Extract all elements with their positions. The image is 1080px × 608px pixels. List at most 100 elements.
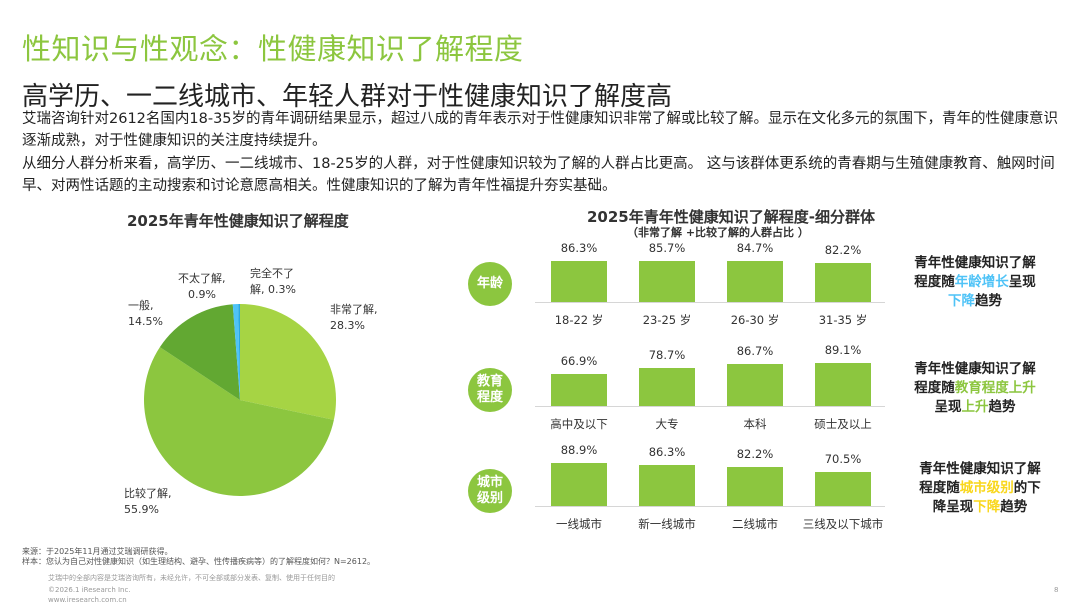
bar-category-label-age-1: 23-25 岁 — [642, 313, 692, 327]
bar-group-city: 88.9% 一线城市 86.3% 新一线城市 82.2% 二线城市 70.5% 三线及以下城市 — [535, 443, 885, 536]
pie-label-little: 不太了解, 0.9% — [178, 271, 226, 303]
bar-chart-title: 2025年青年性健康知识了解程度-细分群体 — [587, 208, 875, 226]
bar-city-2 — [727, 467, 783, 506]
pie-label-fairly-name: 比较了解, — [124, 487, 172, 500]
bar-category-label-education-2: 本科 — [743, 417, 767, 431]
bar-category-label-education-3: 硕士及以上 — [814, 417, 872, 431]
note-age-line-3: 下降趋势 — [900, 292, 1050, 311]
bar-value-label-age-2: 84.7% — [736, 241, 774, 255]
note-age: 青年性健康知识了解 程度随年龄增长呈现 下降趋势 — [900, 254, 1050, 311]
note-city-highlight: 城市级别 — [959, 480, 1014, 496]
bar-value-label-city-0: 88.9% — [560, 443, 598, 457]
note-education-text-c: 趋势 — [988, 399, 1016, 415]
pie-label-very: 非常了解, 28.3% — [330, 302, 378, 334]
bar-value-label-age-3: 82.2% — [824, 243, 862, 257]
bar-group-education: 66.9% 高中及以下 78.7% 大专 86.7% 本科 89.1% 硕士及以上 — [535, 343, 885, 436]
note-education-text-a: 程度随 — [914, 380, 955, 396]
pie-label-little-name: 不太了解, — [178, 272, 226, 285]
bar-age-3 — [815, 263, 871, 302]
bar-category-label-education-1: 大专 — [655, 417, 679, 431]
group-badge-education: 教育 程度 — [468, 368, 512, 412]
note-education: 青年性健康知识了解 程度随教育程度上升 呈现上升趋势 — [900, 360, 1050, 417]
note-age-text-a: 程度随 — [914, 274, 955, 290]
pie-label-little-value: 0.9% — [188, 288, 216, 301]
bar-chart-subtitle: （非常了解 +比较了解的人群占比 ） — [627, 226, 809, 239]
pie-chart — [144, 304, 336, 496]
note-city-text-b: 的下 — [1013, 480, 1041, 496]
bar-axis-age — [535, 302, 885, 303]
page-number: 8 — [1054, 586, 1059, 594]
bar-education-2 — [727, 364, 783, 406]
bar-value-label-education-2: 86.7% — [736, 344, 774, 358]
pie-label-none-value: 解, 0.3% — [250, 283, 296, 296]
bar-value-label-age-1: 85.7% — [648, 241, 686, 255]
pie-chart-title: 2025年青年性健康知识了解程度 — [127, 212, 349, 230]
bar-age-1 — [639, 261, 695, 302]
bar-category-label-age-3: 31-35 岁 — [818, 313, 868, 327]
footer-source: 来源：于2025年11月通过艾瑞调研获得。 — [22, 547, 173, 556]
pie-label-fairly-value: 55.9% — [124, 503, 159, 516]
group-badge-education-label: 教育 程度 — [477, 374, 503, 406]
bar-category-label-city-0: 一线城市 — [556, 517, 602, 531]
bar-city-3 — [815, 472, 871, 506]
group-badge-city-line-2: 级别 — [476, 491, 503, 506]
footer-website[interactable]: www.iresearch.com.cn — [48, 596, 127, 604]
bar-category-label-city-2: 二线城市 — [732, 517, 778, 531]
bar-value-label-city-3: 70.5% — [824, 452, 862, 466]
pie-label-none: 完全不了 解, 0.3% — [250, 266, 296, 298]
note-city-line-2: 程度随城市级别的下 — [905, 479, 1055, 498]
bar-category-label-city-1: 新一线城市 — [638, 517, 696, 531]
bar-value-label-education-0: 66.9% — [560, 354, 598, 368]
note-age-highlight-2: 下降 — [948, 293, 975, 309]
note-education-highlight: 教育程度上升 — [954, 380, 1036, 396]
group-badge-education-line-1: 教育 — [476, 374, 503, 389]
footer-sample: 样本：您认为自己对性健康知识（如生理结构、避孕、性传播疾病等）的了解程度如何？N… — [22, 557, 376, 566]
group-badge-age-label: 年龄 — [476, 276, 503, 291]
bar-axis-city — [535, 506, 885, 507]
bar-education-0 — [551, 374, 607, 406]
bar-education-3 — [815, 363, 871, 406]
summary-paragraph-2: 从细分人群分析来看，高学历、一二线城市、18-25岁的人群，对于性健康知识较为了… — [22, 156, 1055, 194]
pie-label-fairly: 比较了解, 55.9% — [124, 486, 172, 518]
group-badge-age: 年龄 — [468, 262, 512, 306]
note-city-line-1: 青年性健康知识了解 — [919, 461, 1041, 477]
pie-label-average-value: 14.5% — [128, 315, 163, 328]
note-city-text-d: 趋势 — [1000, 499, 1028, 515]
bar-value-label-city-2: 82.2% — [736, 447, 774, 461]
note-age-line-1: 青年性健康知识了解 — [914, 255, 1036, 271]
bar-age-2 — [727, 261, 783, 302]
note-city-highlight-2: 下降 — [973, 499, 1001, 515]
footer-copyright: ©2026.1 iResearch Inc. — [48, 586, 131, 594]
bar-city-1 — [639, 465, 695, 506]
bar-category-label-city-3: 三线及以下城市 — [802, 517, 884, 531]
note-age-highlight: 年龄增长 — [954, 274, 1009, 290]
group-badge-education-line-2: 程度 — [476, 390, 503, 405]
pie-label-very-name: 非常了解, — [330, 303, 378, 316]
note-city-line-3: 降呈现下降趋势 — [905, 498, 1055, 517]
pie-label-very-value: 28.3% — [330, 319, 365, 332]
pie-slice-average — [159, 304, 240, 400]
pie-slice-very — [240, 304, 336, 420]
page-title: 性知识与性观念：性健康知识了解程度 — [22, 32, 524, 66]
bar-category-label-education-0: 高中及以下 — [550, 417, 608, 431]
bar-value-label-education-1: 78.7% — [648, 348, 686, 362]
note-city: 青年性健康知识了解 程度随城市级别的下 降呈现下降趋势 — [905, 460, 1055, 517]
bar-group-age: 86.3% 18-22 岁 85.7% 23-25 岁 84.7% 26-30 岁 82.2… — [535, 236, 885, 332]
pie-slice-little — [232, 304, 240, 400]
bar-value-label-city-1: 86.3% — [648, 445, 686, 459]
summary-paragraph-1: 艾瑞咨询针对2612名国内18-35岁的青年调研结果显示，超过八成的青年表示对于… — [22, 111, 1059, 149]
note-age-text-b: 呈现 — [1008, 274, 1036, 290]
bar-education-1 — [639, 368, 695, 406]
note-education-text-b: 呈现 — [934, 399, 962, 415]
note-education-highlight-2: 上升 — [961, 399, 989, 415]
pie-label-average-name: 一般, — [128, 299, 154, 312]
note-age-text-c: 趋势 — [975, 293, 1002, 309]
bar-age-0 — [551, 261, 607, 302]
note-education-line-3: 呈现上升趋势 — [900, 398, 1050, 417]
pie-label-average: 一般, 14.5% — [128, 298, 163, 330]
bar-category-label-age-0: 18-22 岁 — [554, 313, 604, 327]
bar-category-label-age-2: 26-30 岁 — [730, 313, 780, 327]
note-city-text-c: 降呈现 — [932, 499, 974, 515]
bar-axis-education — [535, 406, 885, 407]
group-badge-city-label: 城市 级别 — [477, 475, 503, 507]
